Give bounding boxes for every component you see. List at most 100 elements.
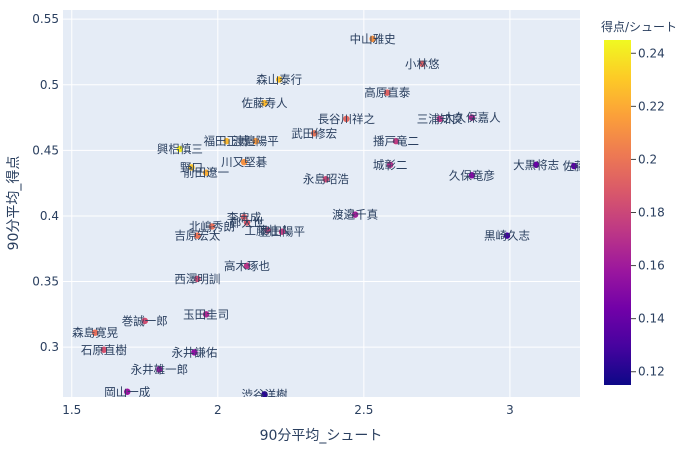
point-label: 大久保嘉人 — [443, 111, 501, 125]
data-point[interactable]: 佐藤 — [563, 159, 586, 173]
data-point[interactable]: 豊田陽平 — [259, 225, 305, 239]
point-label: 佐藤寿人 — [242, 96, 288, 110]
plot-background — [63, 10, 580, 397]
data-point[interactable]: 興梠慎三 — [157, 142, 203, 156]
data-point[interactable]: 大久保嘉人 — [443, 111, 501, 125]
point-marker — [243, 218, 251, 227]
colorbar-tick-label: 0.12 — [638, 365, 665, 379]
point-label: 久保竜彦 — [449, 168, 495, 182]
point-label: 長谷川祥之 — [318, 112, 376, 126]
data-point[interactable]: 中山雅史 — [350, 32, 396, 46]
point-label: 渡邉陽平 — [233, 134, 279, 148]
point-label: 岡山一成 — [104, 385, 150, 399]
point-label: 玉田圭司 — [183, 307, 229, 321]
data-point[interactable]: 三浦知良 — [417, 112, 463, 126]
point-label: 城彰二 — [373, 158, 408, 172]
data-point[interactable]: 黒崎久志 — [484, 229, 530, 243]
point-label: 永井雄一郎 — [131, 362, 189, 376]
data-point[interactable]: 渋谷洋樹 — [242, 387, 288, 401]
data-point[interactable]: 永島昭浩 — [303, 172, 349, 186]
point-marker — [392, 137, 400, 145]
point-label: 北嶋秀朗 — [189, 219, 235, 233]
data-point[interactable]: 森山泰行 — [256, 73, 302, 87]
x-tick-label: 1.5 — [62, 403, 81, 417]
y-tick-label: 0.4 — [40, 209, 59, 223]
data-point[interactable]: 高木琢也 — [224, 259, 270, 273]
point-marker — [278, 227, 286, 236]
data-point[interactable]: 西澤明訓 — [174, 272, 220, 286]
data-point[interactable]: 前田遼一 — [183, 166, 229, 180]
point-label: 鄭大世 — [230, 216, 265, 230]
data-point[interactable]: 城彰二 — [373, 158, 408, 172]
point-marker — [190, 348, 199, 357]
point-label: 豊田陽平 — [259, 225, 305, 239]
data-point[interactable]: 長谷川祥之 — [318, 112, 376, 126]
point-label: 高原直泰 — [364, 86, 410, 100]
point-label: 野口 — [180, 160, 203, 174]
point-label: 大黒将志 — [513, 158, 559, 172]
y-axis-title: 90分平均_得点 — [5, 156, 22, 251]
point-marker — [193, 231, 202, 240]
y-tick-label: 0.35 — [32, 275, 59, 289]
data-point[interactable]: 福田正博 — [204, 134, 250, 148]
point-marker — [532, 161, 540, 169]
data-point[interactable]: 永井雄一郎 — [131, 362, 189, 376]
point-label: 播戸竜二 — [373, 134, 419, 148]
data-point[interactable]: 川又堅碁 — [221, 155, 267, 169]
colorbar-tick-label: 0.18 — [638, 206, 665, 220]
y-tick-label: 0.45 — [32, 143, 59, 157]
point-label: 西澤明訓 — [174, 272, 220, 286]
data-point[interactable]: 鄭大世 — [230, 216, 265, 230]
point-marker — [252, 137, 260, 145]
data-point[interactable]: 玉田圭司 — [183, 307, 229, 321]
colorbar-tick-label: 0.24 — [638, 46, 665, 60]
colorbar-title: 得点/シュート — [601, 19, 677, 34]
point-marker — [260, 390, 269, 397]
x-tick-label: 3 — [506, 403, 514, 417]
point-marker — [310, 129, 318, 138]
point-label: 巻誠一郎 — [122, 314, 168, 328]
data-point[interactable]: 永井謙佑 — [171, 345, 217, 359]
point-marker — [202, 310, 210, 319]
data-point[interactable]: 高原直泰 — [364, 86, 410, 100]
point-marker — [187, 163, 196, 172]
x-tick-label: 2 — [214, 403, 222, 417]
point-marker — [208, 222, 216, 231]
data-point[interactable]: 渡邉千真 — [332, 208, 378, 222]
data-point[interactable]: 小林悠 — [405, 57, 440, 71]
data-point[interactable]: 森島寛晃 — [72, 326, 118, 340]
point-marker — [383, 88, 391, 97]
data-point[interactable]: 大黒将志 — [513, 158, 559, 172]
data-point[interactable]: 佐藤寿人 — [242, 96, 288, 110]
point-label: 李忠成 — [227, 210, 262, 224]
point-marker — [351, 210, 359, 219]
point-marker — [275, 75, 283, 84]
data-point[interactable]: 吉原宏太 — [174, 229, 220, 243]
point-marker — [141, 317, 149, 325]
colorbar-tick-label: 0.14 — [638, 312, 665, 326]
data-point[interactable]: 岡山一成 — [104, 385, 150, 399]
point-marker — [468, 171, 476, 180]
point-label: 渡邉千真 — [332, 208, 378, 222]
data-point[interactable]: 播戸竜二 — [373, 134, 419, 148]
point-marker — [222, 137, 231, 145]
data-point[interactable]: 久保竜彦 — [449, 168, 495, 182]
point-label: 永島昭浩 — [303, 172, 349, 186]
point-marker — [368, 35, 377, 43]
point-label: 森島寛晃 — [72, 326, 118, 340]
point-marker — [100, 346, 108, 354]
point-marker — [240, 158, 248, 166]
data-point[interactable]: 石原直樹 — [81, 343, 127, 357]
y-tick-label: 0.55 — [32, 12, 59, 26]
point-marker — [202, 168, 210, 177]
data-point[interactable]: 北嶋秀朗 — [189, 219, 235, 233]
point-label: 小林悠 — [405, 57, 440, 71]
point-marker — [468, 113, 476, 122]
data-point[interactable]: 武田修宏 — [291, 126, 337, 140]
data-point[interactable]: 野口 — [180, 160, 203, 174]
point-marker — [436, 115, 444, 123]
data-point[interactable]: 渡邉陽平 — [233, 134, 279, 148]
data-point[interactable]: 巻誠一郎 — [122, 314, 168, 328]
point-marker — [193, 275, 202, 283]
